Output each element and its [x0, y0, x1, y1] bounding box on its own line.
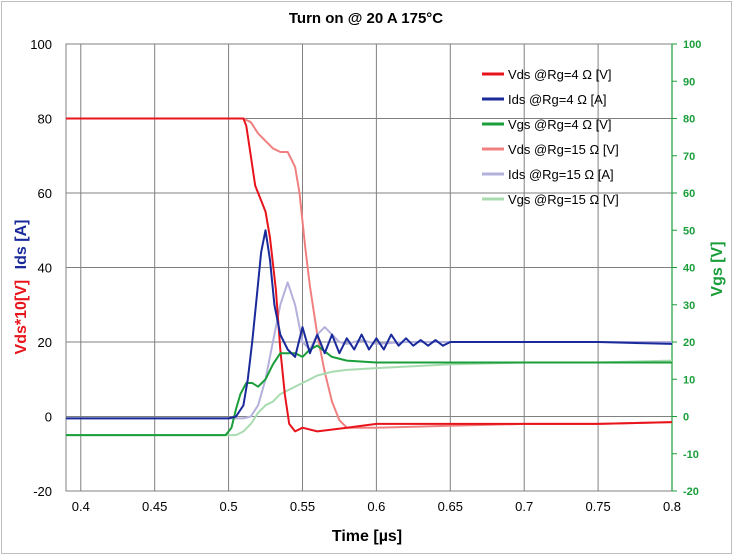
- x-tick-label: 0.65: [438, 499, 463, 514]
- legend-label: Ids @Rg=15 Ω [A]: [508, 167, 614, 182]
- y-axis-right: -20 -10 0 10 20 30 40 50 60 70 80 90 100: [671, 39, 701, 498]
- y-right-tick-label: 100: [683, 39, 701, 51]
- x-axis-label: Time [µs]: [332, 528, 402, 545]
- series-line-3: [66, 117, 673, 429]
- legend-label: Vds @Rg=15 Ω [V]: [508, 142, 619, 157]
- series-group: [66, 117, 673, 437]
- y-right-tick-label: 80: [683, 114, 695, 126]
- y-right-tick-label: 90: [683, 76, 695, 88]
- series-line-1: [66, 229, 673, 420]
- legend-label: Vgs @Rg=4 Ω [V]: [508, 117, 612, 132]
- y-right-tick-label: -10: [683, 449, 699, 461]
- y-axis-label-vds: Vds*10[V]: [13, 280, 30, 355]
- y-axis-label-left: Vds*10[V] Ids [A]: [13, 220, 30, 355]
- series-line-2: [66, 344, 672, 437]
- x-tick-label: 0.7: [515, 499, 533, 514]
- y-right-tick-label: 30: [683, 300, 695, 312]
- y-right-tick-label: -20: [683, 486, 699, 498]
- legend: Vds @Rg=4 Ω [V] Ids @Rg=4 Ω [A] Vgs @Rg=4 …: [482, 67, 619, 207]
- legend-label: Vds @Rg=4 Ω [V]: [508, 67, 612, 82]
- chart-title: Turn on @ 20 A 175°C: [289, 10, 443, 27]
- y-right-tick-label: 60: [683, 188, 695, 200]
- y-left-tick-label: 40: [38, 261, 52, 276]
- y-axis-label-ids: Ids [A]: [13, 220, 30, 270]
- y-right-tick-label: 0: [683, 412, 689, 424]
- y-left-tick-label: 60: [38, 186, 52, 201]
- series-line-0: [66, 117, 673, 433]
- y-left-tick-label: 20: [38, 335, 52, 350]
- x-tick-label: 0.6: [367, 499, 385, 514]
- y-right-tick-label: 50: [683, 225, 695, 237]
- y-right-tick-label: 40: [683, 263, 695, 275]
- y-left-tick-label: 0: [45, 410, 52, 425]
- x-tick-label: 0.55: [290, 499, 315, 514]
- x-tick-label: 0.4: [72, 499, 90, 514]
- x-tick-label: 0.75: [585, 499, 610, 514]
- y-left-tick-label: 100: [30, 37, 52, 52]
- y-axis-label-right: Vgs [V]: [709, 241, 726, 296]
- y-left-tick-label: -20: [33, 484, 52, 499]
- x-tick-label: 0.8: [663, 499, 681, 514]
- y-right-tick-label: 70: [683, 151, 695, 163]
- x-tick-label: 0.5: [220, 499, 238, 514]
- x-axis: 0.4 0.45 0.5 0.55 0.6 0.65 0.7 0.75 0.8: [72, 499, 681, 514]
- series-line-5: [66, 359, 673, 437]
- y-left-tick-label: 80: [38, 112, 52, 127]
- x-tick-label: 0.45: [142, 499, 167, 514]
- legend-label: Ids @Rg=4 Ω [A]: [508, 92, 606, 107]
- y-right-tick-label: 10: [683, 374, 695, 386]
- y-axis-left: -20 0 20 40 60 80 100: [30, 37, 52, 499]
- legend-label: Vgs @Rg=15 Ω [V]: [508, 192, 619, 207]
- y-right-tick-label: 20: [683, 337, 695, 349]
